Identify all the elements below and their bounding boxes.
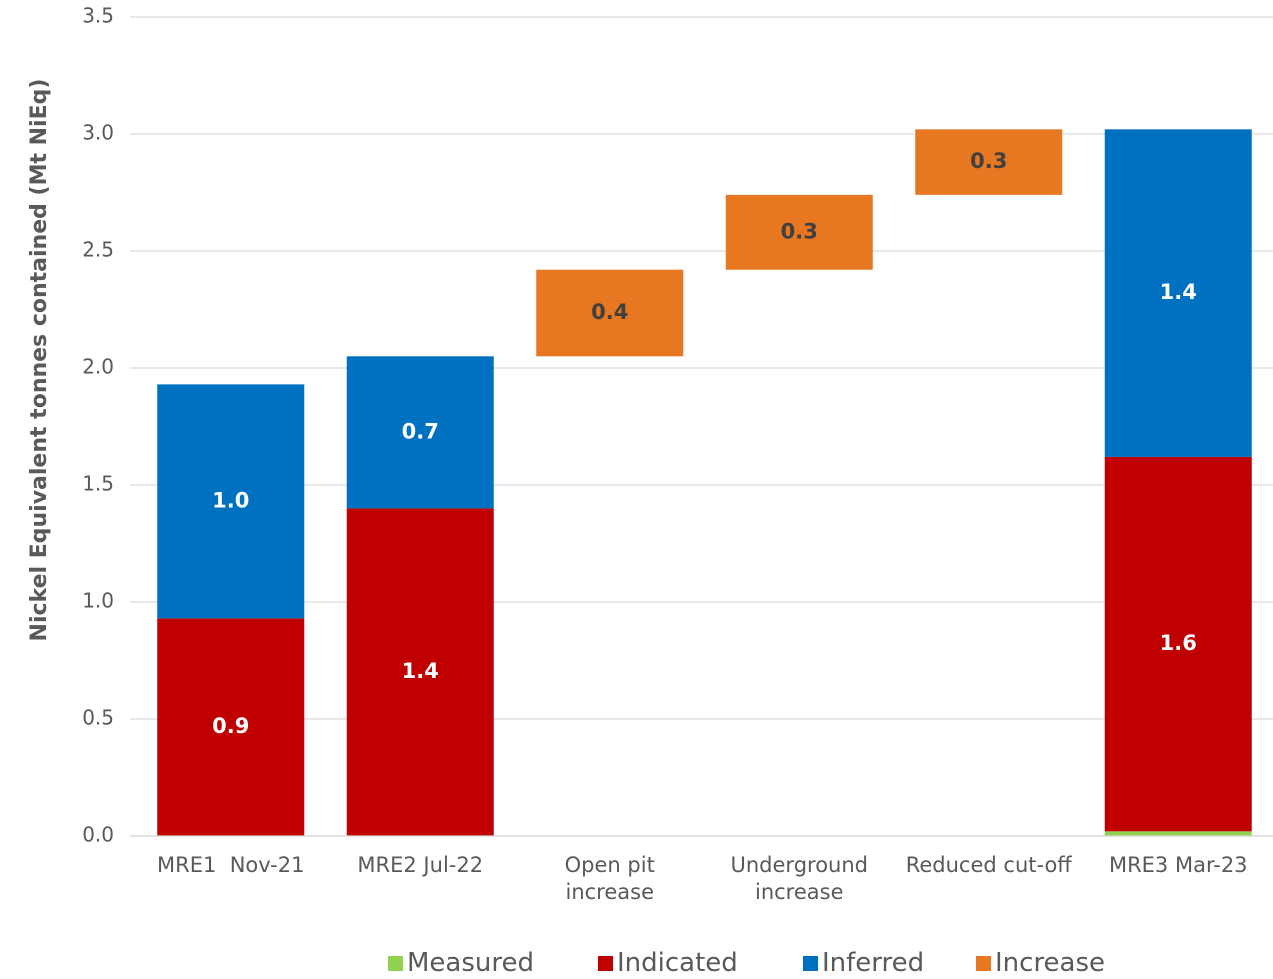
bar-segment (1104, 831, 1252, 836)
bar-segment (536, 269, 684, 357)
legend-label: Inferred (822, 948, 925, 978)
legend-label: Increase (995, 948, 1106, 978)
data-label: 1.4 (402, 659, 439, 683)
x-tick-label: Reduced cut-off (905, 853, 1072, 877)
y-tick-label: 0.5 (82, 706, 114, 730)
data-label: 0.4 (591, 300, 628, 324)
y-axis-label: Nickel Equivalent tonnes contained (Mt N… (27, 79, 52, 642)
legend-label: Indicated (617, 948, 738, 978)
bar-segment (346, 356, 494, 509)
y-tick-label: 0.0 (82, 823, 114, 847)
y-tick-label: 3.0 (82, 121, 114, 145)
bar-segment (1104, 129, 1252, 457)
bar-segment (1104, 456, 1252, 832)
legend-item: Measured (388, 948, 534, 978)
bar-segment (725, 194, 873, 270)
data-label: 0.3 (781, 219, 818, 243)
y-tick-label: 2.0 (82, 355, 114, 379)
data-label: 0.3 (970, 149, 1007, 173)
y-tick-label: 1.0 (82, 589, 114, 613)
y-tick-label: 3.5 (82, 4, 114, 28)
data-label: 1.0 (212, 488, 249, 512)
bar-segment (915, 129, 1063, 195)
legend-swatch (803, 955, 818, 971)
legend-item: Indicated (598, 948, 738, 978)
x-tick-label: Underground increase (730, 853, 875, 904)
data-label: 0.9 (212, 714, 249, 738)
legend-label: Measured (407, 948, 535, 978)
x-tick-label: Open pit increase (564, 853, 662, 904)
legend-swatch (388, 955, 403, 971)
x-tick-label: MRE2 Jul-22 (357, 853, 484, 877)
y-tick-label: 1.5 (82, 472, 114, 496)
legend-swatch (976, 955, 991, 971)
bar-segment (346, 508, 494, 836)
data-label: 1.6 (1160, 631, 1197, 655)
data-label: 1.4 (1160, 280, 1197, 304)
x-tick-label: MRE3 Mar-23 (1108, 853, 1248, 877)
x-tick-label: MRE1 Nov-21 (157, 853, 305, 877)
data-label: 0.7 (402, 419, 439, 443)
bar-segment (157, 618, 305, 836)
legend-item: Increase (976, 948, 1105, 978)
bar-segment (157, 384, 305, 619)
y-tick-label: 2.5 (82, 238, 114, 262)
legend-item: Inferred (803, 948, 924, 978)
legend-swatch (598, 955, 613, 971)
